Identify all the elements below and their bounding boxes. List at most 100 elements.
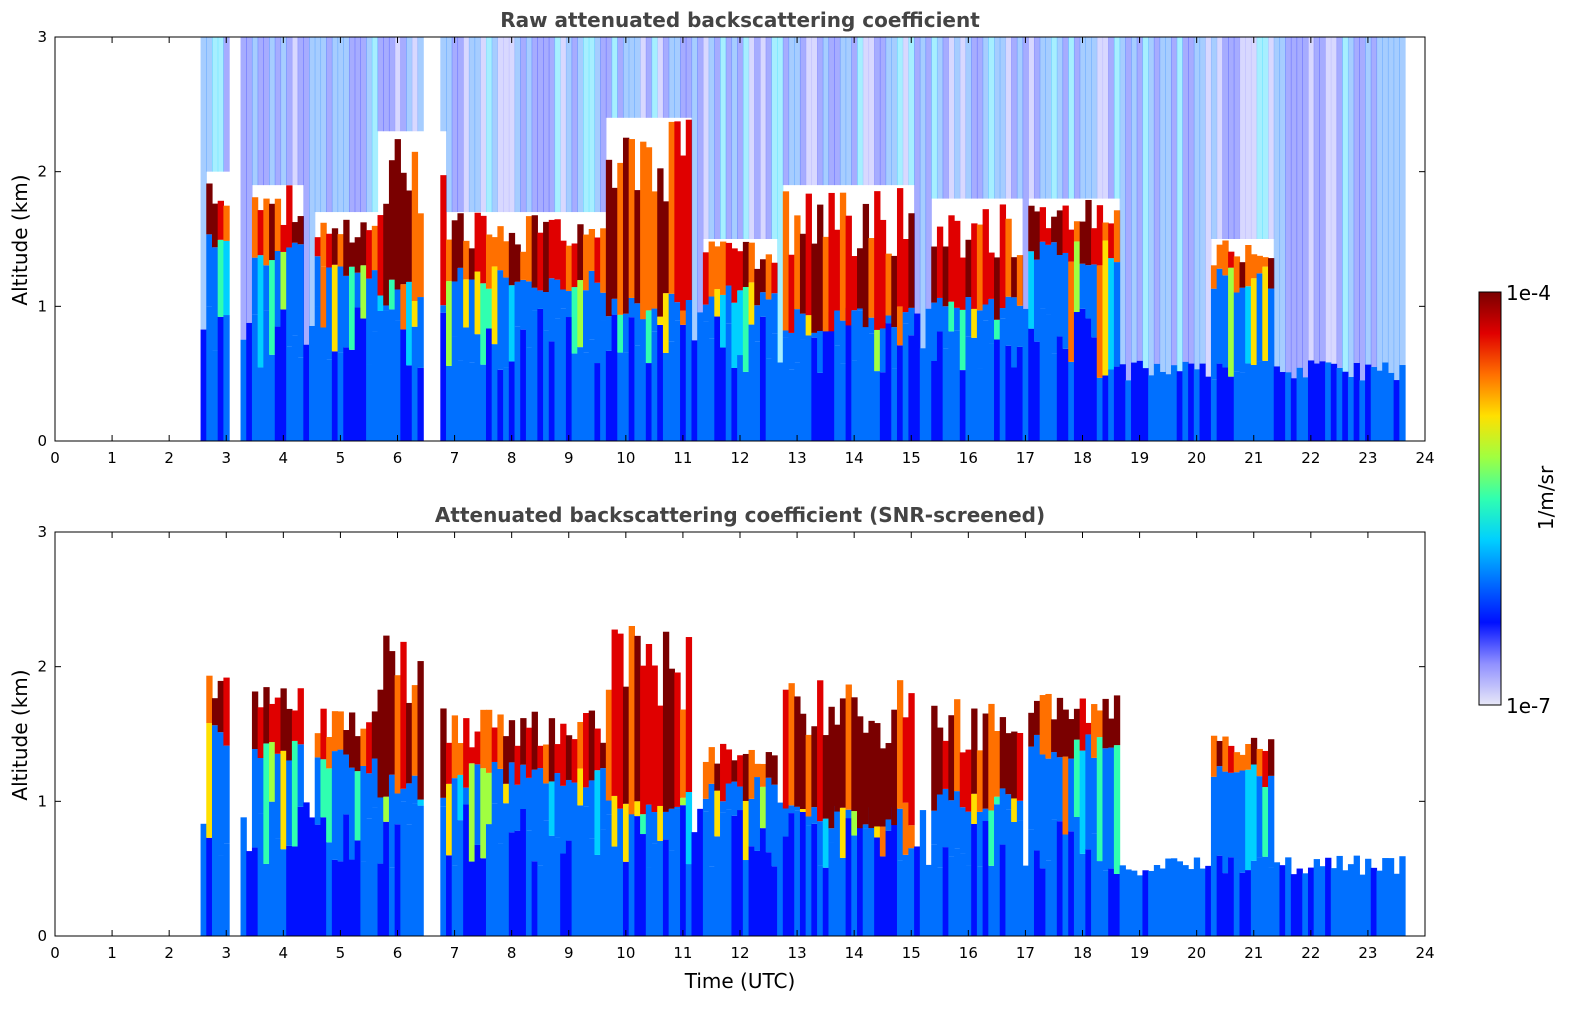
noise-cell xyxy=(1290,37,1298,379)
sub-cloud-cell xyxy=(714,790,721,837)
cloud-cell xyxy=(794,215,801,310)
boundary-layer-cell xyxy=(617,352,624,441)
boundary-layer-cell xyxy=(468,861,476,936)
sub-cloud-cell xyxy=(388,279,396,310)
sub-cloud-cell xyxy=(640,814,647,835)
cloud-cell xyxy=(297,688,304,745)
boundary-layer-cell xyxy=(611,314,618,441)
noise-cell xyxy=(765,37,772,239)
x-tick-label: 0 xyxy=(50,449,60,467)
sub-cloud-cell xyxy=(520,279,527,330)
boundary-layer-cell xyxy=(1102,870,1109,936)
noise-cell xyxy=(782,37,790,186)
cloud-cell xyxy=(377,689,384,798)
boundary-layer-cell xyxy=(1285,372,1292,441)
sub-cloud-cell xyxy=(891,327,898,369)
noise-cell xyxy=(1342,37,1349,372)
sub-cloud-cell xyxy=(737,290,744,356)
cloud-cell xyxy=(1256,255,1263,274)
cloud-cell xyxy=(1210,735,1218,777)
cloud-cell xyxy=(343,219,350,276)
sub-cloud-cell xyxy=(1079,263,1086,309)
boundary-layer-cell xyxy=(354,840,361,936)
sub-cloud-cell xyxy=(645,804,653,868)
boundary-layer-cell xyxy=(839,857,847,936)
colorbar-max-label: 1e-4 xyxy=(1506,281,1551,305)
sub-cloud-cell xyxy=(811,332,818,338)
cloud-cell xyxy=(645,147,653,311)
cloud-cell xyxy=(720,241,727,295)
cloud-cell xyxy=(611,629,618,796)
noise-cell xyxy=(1033,37,1041,199)
x-tick-label: 15 xyxy=(902,449,921,467)
noise-cell xyxy=(1193,37,1201,370)
sub-cloud-cell xyxy=(257,758,264,814)
cloud-cell xyxy=(1085,199,1092,266)
boundary-layer-cell xyxy=(1245,363,1252,441)
noise-cell xyxy=(965,37,972,199)
cloud-cell xyxy=(891,255,898,328)
boundary-layer-cell xyxy=(394,320,401,441)
cloud-cell xyxy=(320,222,327,267)
cloud-cell xyxy=(280,688,287,751)
cloud-cell xyxy=(902,717,909,803)
cloud-cell xyxy=(765,254,772,300)
cloud-cell xyxy=(331,711,339,752)
boundary-layer-cell xyxy=(211,350,219,441)
boundary-layer-cell xyxy=(474,334,481,441)
cloud-cell xyxy=(411,151,419,301)
boundary-layer-cell xyxy=(777,802,784,936)
cloud-cell xyxy=(771,755,778,785)
sub-cloud-cell xyxy=(680,310,687,325)
boundary-layer-cell xyxy=(1148,375,1155,441)
boundary-layer-cell xyxy=(1113,873,1121,936)
cloud-cell xyxy=(839,698,847,808)
sub-cloud-cell xyxy=(1068,261,1075,362)
sub-cloud-cell xyxy=(725,285,733,324)
x-tick-label: 24 xyxy=(1415,944,1434,962)
boundary-layer-cell xyxy=(1073,817,1081,936)
cloud-cell xyxy=(560,240,567,290)
noise-cell xyxy=(971,37,978,199)
sub-cloud-cell xyxy=(714,289,721,317)
cloud-cell xyxy=(1016,732,1024,801)
boundary-layer-cell xyxy=(565,317,573,441)
noise-cell xyxy=(1250,37,1258,239)
noise-cell xyxy=(1085,37,1092,199)
sub-cloud-cell xyxy=(1228,267,1235,377)
cloud-cell xyxy=(594,237,601,283)
sub-cloud-cell xyxy=(354,272,361,308)
boundary-layer-cell xyxy=(754,341,761,441)
cloud-cell xyxy=(1039,207,1046,242)
x-tick-label: 11 xyxy=(673,944,692,962)
boundary-layer-cell xyxy=(919,348,927,441)
cloud-cell xyxy=(708,241,715,297)
noise-cell xyxy=(440,37,447,132)
boundary-layer-cell xyxy=(1205,865,1212,936)
sub-cloud-cell xyxy=(548,278,556,342)
boundary-layer-cell xyxy=(1359,874,1366,936)
noise-cell xyxy=(1370,37,1378,368)
sub-cloud-cell xyxy=(377,797,384,864)
noise-cell xyxy=(485,37,493,213)
boundary-layer-cell xyxy=(303,344,310,441)
boundary-layer-cell xyxy=(777,362,784,441)
sub-cloud-cell xyxy=(1011,798,1018,822)
boundary-layer-cell xyxy=(794,810,801,936)
sub-cloud-cell xyxy=(782,330,790,338)
sub-cloud-cell xyxy=(1016,800,1024,821)
noise-cell xyxy=(1188,37,1195,364)
boundary-layer-cell xyxy=(1108,369,1115,441)
cloud-cell xyxy=(811,726,818,808)
sub-cloud-cell xyxy=(605,316,613,351)
sub-cloud-cell xyxy=(366,773,373,819)
x-tick-label: 9 xyxy=(564,944,574,962)
boundary-layer-cell xyxy=(1051,353,1058,441)
cloud-cell xyxy=(754,763,761,778)
noise-cell xyxy=(885,37,892,186)
boundary-layer-cell xyxy=(651,331,658,441)
sub-cloud-cell xyxy=(286,760,293,846)
cloud-cell xyxy=(291,710,299,741)
sub-cloud-cell xyxy=(491,761,498,804)
colorbar-min-label: 1e-7 xyxy=(1506,694,1551,718)
